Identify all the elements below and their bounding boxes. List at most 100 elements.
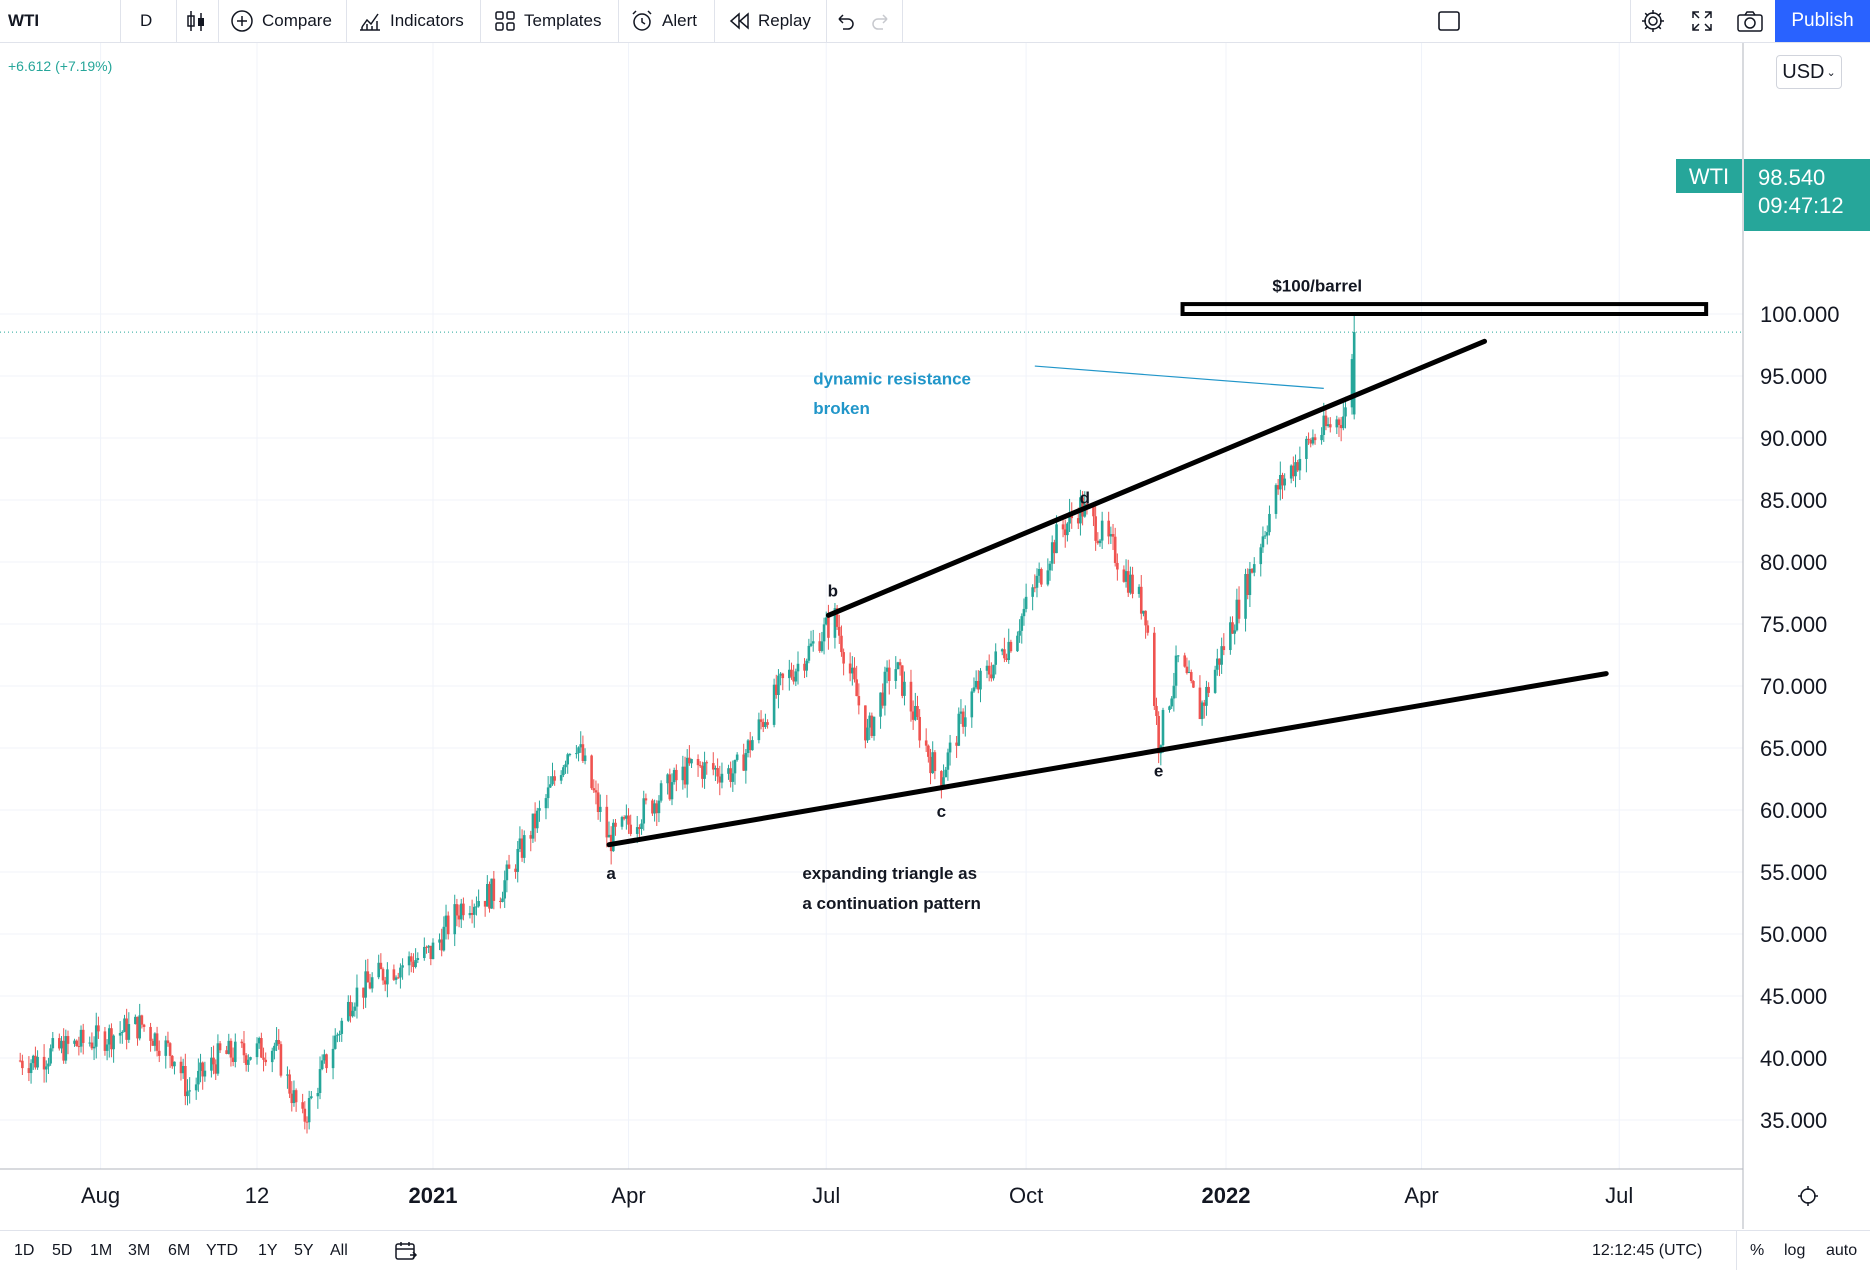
indicators-button[interactable]: Indicators — [358, 0, 464, 42]
candle-body — [924, 740, 928, 746]
trendline[interactable] — [606, 671, 1609, 848]
snapshot-button[interactable] — [1736, 0, 1772, 42]
candle-body — [47, 1063, 50, 1067]
candle-body — [81, 1029, 85, 1043]
candle-body — [579, 744, 583, 748]
candle-body — [592, 788, 596, 791]
symbol-search[interactable]: WTI — [8, 0, 39, 42]
candle-body — [690, 759, 693, 764]
range-all[interactable]: All — [330, 1241, 348, 1259]
candle-body — [505, 864, 509, 881]
range-3m[interactable]: 3M — [128, 1241, 151, 1259]
divider — [218, 0, 219, 42]
candle-body — [851, 667, 854, 674]
candle-body — [1189, 672, 1193, 682]
time-axis[interactable]: Aug 12 2021 Apr Jul Oct 2022 Apr Jul — [81, 1183, 1633, 1208]
candle-body — [1335, 419, 1339, 428]
alert-button[interactable]: Alert — [630, 0, 697, 42]
candle-body — [681, 766, 685, 781]
candle-body — [598, 806, 602, 812]
candle-body — [1033, 587, 1037, 589]
candle-body — [735, 754, 739, 760]
trendline[interactable] — [825, 338, 1488, 618]
interval-label: D — [140, 11, 153, 30]
range-5d[interactable]: 5D — [52, 1241, 73, 1259]
range-1y[interactable]: 1Y — [258, 1241, 278, 1259]
publish-button[interactable]: Publish — [1775, 0, 1870, 42]
undo-button[interactable] — [834, 0, 864, 42]
candle-body — [607, 834, 611, 838]
candle-body — [1111, 534, 1115, 537]
candle-body — [1144, 610, 1147, 626]
candle-body — [644, 798, 648, 801]
time-axis-settings[interactable] — [1798, 1186, 1818, 1206]
chart-type-button[interactable] — [185, 0, 215, 42]
fullscreen-button[interactable] — [1690, 0, 1722, 42]
candle-body — [868, 715, 871, 728]
divider — [714, 0, 715, 42]
candle-body — [459, 903, 463, 920]
settings-button[interactable] — [1640, 0, 1674, 42]
candle-body — [1248, 568, 1252, 595]
interval-button[interactable]: D — [140, 0, 152, 42]
candle-body — [903, 681, 906, 696]
candle-body — [761, 721, 765, 727]
candle-body — [516, 848, 520, 872]
candle-body — [1040, 569, 1043, 585]
currency-select[interactable]: USD ⌄ — [1776, 55, 1842, 89]
candle-body — [355, 987, 359, 1007]
candle-body — [58, 1038, 61, 1049]
dynamic-resistance-label: dynamic resistance — [813, 369, 971, 388]
candle-body — [657, 800, 661, 814]
redo-button[interactable] — [870, 0, 900, 42]
bar-countdown: 09:47:12 — [1758, 193, 1844, 218]
candle-body — [596, 792, 600, 812]
go-to-date-button[interactable] — [394, 1231, 418, 1270]
clock-time[interactable]: 12:12:45 (UTC) — [1592, 1241, 1703, 1259]
resistance-box[interactable] — [1180, 302, 1709, 316]
price-axis[interactable]: 35.000 40.000 45.000 50.000 55.000 60.000 65.0… — [1760, 302, 1840, 1133]
candle-body — [1109, 534, 1113, 537]
candle-body — [1174, 655, 1178, 686]
replay-button[interactable]: Replay — [728, 0, 811, 42]
candle-body — [837, 626, 841, 636]
candle-body — [425, 946, 428, 948]
range-ytd[interactable]: YTD — [206, 1241, 238, 1259]
candle-body — [731, 773, 735, 782]
candle-body — [959, 711, 963, 714]
point-label-d: d — [1080, 489, 1090, 508]
candle-body — [824, 617, 828, 625]
candle-body — [1344, 407, 1347, 417]
candle-body — [407, 956, 411, 966]
candle-body — [655, 803, 659, 814]
range-6m[interactable]: 6M — [168, 1241, 191, 1259]
auto-toggle[interactable]: auto — [1826, 1241, 1858, 1259]
point-label-e: e — [1154, 761, 1163, 780]
percent-toggle[interactable]: % — [1750, 1241, 1765, 1259]
candle-body — [264, 1059, 268, 1063]
candle-body — [1153, 632, 1156, 706]
log-toggle[interactable]: log — [1784, 1241, 1806, 1259]
range-5y[interactable]: 5Y — [294, 1241, 314, 1259]
layout-button[interactable] — [1436, 0, 1470, 42]
templates-button[interactable]: Templates — [494, 0, 601, 42]
candle-body — [716, 768, 719, 777]
candle-body — [73, 1040, 76, 1044]
publish-label: Publish — [1791, 10, 1854, 31]
candle-body — [383, 980, 387, 985]
range-1d[interactable]: 1D — [14, 1241, 35, 1259]
range-1m[interactable]: 1M — [90, 1241, 113, 1259]
candle-body — [701, 765, 704, 779]
candle-body — [1320, 434, 1323, 441]
candle-body — [575, 753, 578, 755]
candle-body — [1161, 709, 1165, 746]
compare-button[interactable]: Compare — [230, 0, 332, 42]
candle-body — [1205, 686, 1208, 706]
candle-body — [1066, 523, 1069, 536]
symbol-label: WTI — [8, 11, 40, 30]
plus-circle-icon — [231, 10, 253, 32]
candle-body — [149, 1026, 152, 1041]
price-chart[interactable]: a b c d e $100/barrel dynamic resistance broken… — [0, 43, 1870, 1229]
candle-body — [1296, 462, 1299, 471]
candle-body — [1061, 524, 1065, 530]
